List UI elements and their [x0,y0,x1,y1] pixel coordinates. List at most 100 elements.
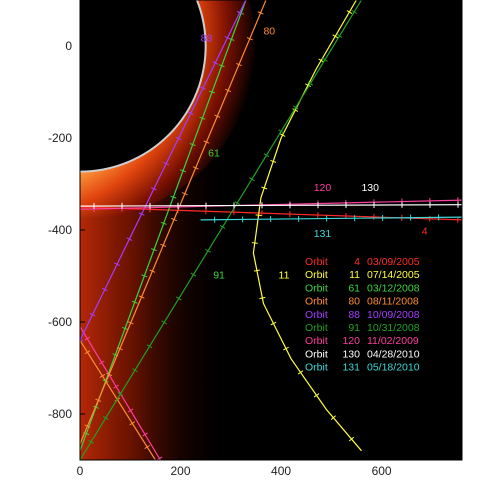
series-line-orbit-91-tick [263,153,270,158]
orbit-label-131: 131 [314,228,332,240]
legend-orbit-date: 11/02/2009 [367,335,419,347]
series-line-orbit-80-tick [246,37,253,41]
series-line-orbit-88-tick [212,61,219,65]
orbit-label-88: 88 [201,32,213,44]
series-line-orbit-80-tick [84,424,91,428]
series-line-orbit-91-tick [234,201,241,206]
series-line-orbit-88-tick [236,10,243,15]
series-line-orbit-131 [200,216,462,221]
legend-orbit-word: Orbit [305,322,328,334]
series-line-orbit-91-tick [190,272,197,277]
series-line-orbit-91-tick [249,177,255,182]
legend-orbit-word: Orbit [305,282,328,294]
series-line-orbit-88 [80,0,247,341]
series-line-orbit-130 [80,204,462,207]
orbit-label-80: 80 [263,26,275,38]
extra-orbit-line-0-tick [84,336,91,341]
series-layer [80,0,462,460]
series-line-orbit-11-tick [270,321,277,326]
legend-orbit-word: Orbit [305,362,328,374]
series-line-orbit-11-tick [255,214,262,217]
x-tick-label: 600 [372,464,392,478]
series-line-orbit-80-tick [235,62,242,67]
legend-orbit-date: 08/11/2008 [367,296,419,308]
y-tick-label: -200 [48,131,72,145]
series-line-orbit-11-tick [332,34,339,39]
series-line-orbit-91-tick [146,344,153,349]
series-line-orbit-11-tick [261,186,268,190]
series-line-orbit-61 [80,0,247,452]
series-line-orbit-11-tick [251,242,258,244]
series-line-orbit-11-tick [348,436,355,442]
legend-orbit-word: Orbit [305,256,328,268]
planet-disk [80,0,207,173]
series-line-orbit-80-tick [257,11,264,15]
series-line-orbit-88-tick [101,287,108,292]
series-line-orbit-80-tick [149,269,156,273]
series-line-orbit-88-tick [175,136,182,141]
orbit-labels: 88 80 61 120 130 131 4 91 11 [201,26,428,282]
series-line-orbit-61-tick [170,195,177,199]
series-line-orbit-88-tick [163,161,170,166]
orbit-label-4: 4 [422,226,428,238]
legend-orbit-number: 130 [342,348,360,360]
series-line-orbit-88-tick [200,86,206,90]
series-line-orbit-61-tick [102,379,109,383]
legend-orbit-number: 120 [342,335,360,347]
y-tick-label: -800 [48,407,72,421]
series-line-orbit-80-tick [203,140,210,144]
series-line-orbit-88-tick [138,212,145,216]
legend-orbit-date: 07/14/2005 [367,269,420,281]
series-line-orbit-11-tick [346,10,353,15]
series-line-orbit-88-tick [126,237,133,241]
series-line-orbit-91-tick [292,105,299,110]
orbit-label-130: 130 [361,182,379,194]
legend-orbit-number: 131 [342,362,360,374]
series-line-orbit-61-tick [189,143,196,147]
legend-orbit-number: 11 [349,269,360,281]
y-tick-label: -400 [48,223,72,237]
extra-orbit-line-1-tick [129,421,136,426]
extra-orbit-line-1-tick [144,444,150,450]
series-line-orbit-80-tick [95,398,102,402]
series-line-orbit-11-tick [297,370,304,375]
legend-orbit-number: 88 [348,309,360,321]
legend-orbit-word: Orbit [305,348,328,360]
series-line-orbit-91-tick [175,296,182,301]
series-line-orbit-88-tick [89,312,96,317]
series-line-orbit-120 [80,199,462,210]
orbit-label-91: 91 [213,269,225,281]
series-line-orbit-61-tick [131,300,138,304]
series-line-orbit-91-tick [278,129,284,134]
x-tick-label: 200 [171,464,191,478]
series-line-orbit-91-tick [219,224,226,229]
extra-orbit-line-1 [80,340,156,460]
series-line-orbit-80-tick [106,372,113,377]
x-tick-label: 400 [271,464,291,478]
orbit-label-61: 61 [208,147,220,159]
series-line-orbit-91-tick [102,415,109,420]
series-line-orbit-80-tick [192,166,199,170]
legend-orbit-number: 61 [348,282,360,294]
series-line-orbit-11-tick [313,393,320,398]
series-line-orbit-91-tick [117,392,124,397]
series-line-orbit-61-tick [180,169,187,173]
series-line-orbit-61-tick [151,248,158,252]
legend-orbit-word: Orbit [305,335,328,347]
legend-orbit-word: Orbit [305,309,328,321]
y-tick-label: 0 [65,39,72,53]
legend-orbit-number: 80 [348,296,360,308]
legend-orbit-date: 10/31/2008 [367,322,420,334]
y-tick-label: -600 [48,315,72,329]
series-line-orbit-80-tick [181,192,188,196]
legend-orbit-date: 05/18/2010 [367,362,420,374]
series-line-orbit-11-tick [253,269,260,272]
series-line-orbit-11-tick [283,346,289,351]
series-line-orbit-80-tick [138,295,145,299]
series-line-orbit-11-tick [259,296,266,300]
series-line-orbit-61-tick [160,221,167,225]
series-line-orbit-91-tick [205,248,211,253]
series-line-orbit-11-tick [330,415,336,421]
